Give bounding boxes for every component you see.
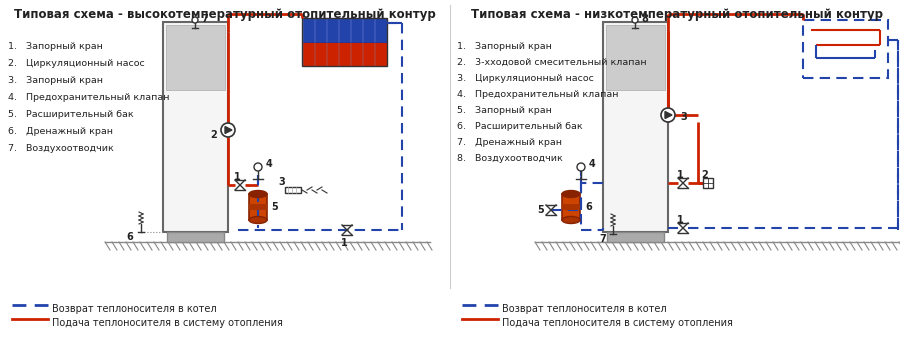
Circle shape xyxy=(661,108,675,122)
Polygon shape xyxy=(225,127,232,134)
Bar xyxy=(249,204,267,210)
Text: 7: 7 xyxy=(599,234,606,244)
Text: Подача теплоносителя в систему отопления: Подача теплоносителя в систему отопления xyxy=(52,318,283,328)
Text: 4: 4 xyxy=(589,159,596,169)
Bar xyxy=(302,42,313,66)
Bar xyxy=(803,20,888,78)
Bar xyxy=(315,18,326,42)
Bar xyxy=(327,42,338,66)
Text: 4.   Предохранительный клапан: 4. Предохранительный клапан xyxy=(457,90,618,99)
Text: 6.   Расширительный бак: 6. Расширительный бак xyxy=(457,122,582,131)
Text: 3: 3 xyxy=(278,177,284,187)
Text: 7: 7 xyxy=(201,14,208,24)
Bar xyxy=(166,25,225,90)
Bar xyxy=(163,22,228,232)
Text: 3.   Циркуляционный насос: 3. Циркуляционный насос xyxy=(457,74,594,83)
Text: 3.   Запорный кран: 3. Запорный кран xyxy=(8,76,103,85)
Ellipse shape xyxy=(249,191,267,197)
Text: 5: 5 xyxy=(271,202,278,212)
Bar xyxy=(703,178,713,188)
Ellipse shape xyxy=(562,191,580,197)
Text: 6: 6 xyxy=(585,202,592,212)
Circle shape xyxy=(577,163,585,171)
Text: 2: 2 xyxy=(210,130,217,140)
Text: 5.   Расширительный бак: 5. Расширительный бак xyxy=(8,110,133,119)
Text: 1: 1 xyxy=(234,172,240,182)
Bar xyxy=(364,18,374,42)
Circle shape xyxy=(632,17,638,23)
Text: 2.   3-хходовой смесительный клапан: 2. 3-хходовой смесительный клапан xyxy=(457,58,646,67)
Bar xyxy=(249,194,267,220)
Text: Подача теплоносителя в систему отопления: Подача теплоносителя в систему отопления xyxy=(502,318,733,328)
Text: 1: 1 xyxy=(677,215,683,225)
Text: 4: 4 xyxy=(266,159,273,169)
Text: Типовая схема - низкотемпературный отопительный контур: Типовая схема - низкотемпературный отопи… xyxy=(471,8,883,21)
Text: 6: 6 xyxy=(126,232,133,242)
Text: 7.   Дренажный кран: 7. Дренажный кран xyxy=(457,138,562,147)
Bar xyxy=(562,194,580,220)
Bar xyxy=(351,42,362,66)
Text: 2.   Циркуляционный насос: 2. Циркуляционный насос xyxy=(8,59,145,68)
Bar xyxy=(562,204,580,210)
Text: 6.   Дренажный кран: 6. Дренажный кран xyxy=(8,127,113,136)
Text: 4.   Предохранительный клапан: 4. Предохранительный клапан xyxy=(8,93,169,102)
Text: 3: 3 xyxy=(680,112,687,122)
Circle shape xyxy=(192,17,198,23)
Text: Возврат теплоносителя в котел: Возврат теплоносителя в котел xyxy=(52,304,217,314)
Bar xyxy=(167,232,224,242)
Text: 8.   Воздухоотводчик: 8. Воздухоотводчик xyxy=(457,154,562,163)
Bar xyxy=(606,25,665,90)
Text: Типовая схема - высокотемпературный отопительный контур: Типовая схема - высокотемпературный отоп… xyxy=(14,8,436,21)
Polygon shape xyxy=(665,111,672,118)
Text: 5: 5 xyxy=(537,205,544,215)
Bar xyxy=(302,18,313,42)
Text: 1: 1 xyxy=(677,170,683,180)
Text: 1.   Запорный кран: 1. Запорный кран xyxy=(457,42,552,51)
Bar xyxy=(327,18,338,42)
Text: 1.   Запорный кран: 1. Запорный кран xyxy=(8,42,103,51)
Text: 2: 2 xyxy=(702,170,708,180)
Text: 7.   Воздухоотводчик: 7. Воздухоотводчик xyxy=(8,144,113,153)
Ellipse shape xyxy=(562,217,580,223)
Text: 1: 1 xyxy=(340,238,347,248)
Bar xyxy=(607,232,664,242)
Bar xyxy=(302,18,387,66)
Bar xyxy=(364,42,374,66)
Text: 8: 8 xyxy=(641,14,648,24)
Bar xyxy=(375,18,386,42)
Bar xyxy=(285,187,301,193)
Bar xyxy=(375,42,386,66)
Text: 5.   Запорный кран: 5. Запорный кран xyxy=(457,106,552,115)
Ellipse shape xyxy=(249,217,267,223)
Bar xyxy=(339,42,350,66)
Text: Возврат теплоносителя в котел: Возврат теплоносителя в котел xyxy=(502,304,667,314)
Bar xyxy=(339,18,350,42)
Circle shape xyxy=(254,163,262,171)
Bar xyxy=(603,22,668,232)
Bar xyxy=(351,18,362,42)
Circle shape xyxy=(221,123,235,137)
Bar xyxy=(315,42,326,66)
